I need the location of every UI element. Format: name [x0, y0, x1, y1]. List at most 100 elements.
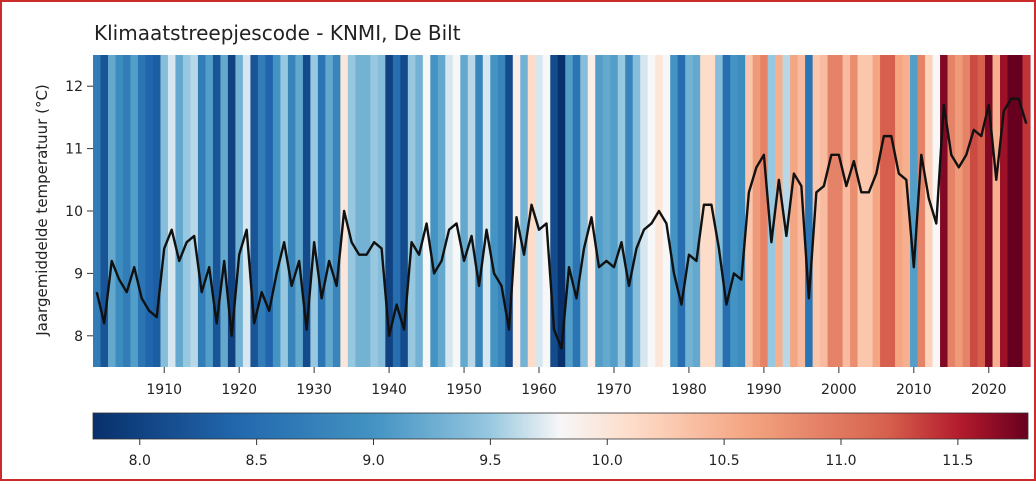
- stripe-1912: [175, 55, 184, 367]
- stripe-1973: [632, 55, 641, 367]
- x-axis: 1910 1920 1930 1940 1950 1960 1970 1980 1990 2000…: [146, 367, 1007, 398]
- y-tick-label: 11: [65, 142, 83, 158]
- stripe-1907: [137, 55, 147, 367]
- stripe-1956: [505, 55, 514, 367]
- stripe-1904: [115, 55, 124, 367]
- stripe-1975: [647, 55, 656, 367]
- colorbar-tick-label: 9.5: [479, 453, 501, 469]
- stripe-1996: [805, 55, 814, 367]
- colorbar-ticks: 8.0 8.5 9.0 9.5 10.0 10.5 11.0 11.5: [129, 439, 973, 469]
- stripe-1919: [227, 55, 237, 367]
- stripe-1946: [430, 55, 439, 367]
- stripe-1928: [295, 55, 304, 367]
- stripe-1988: [745, 55, 754, 367]
- colorbar-tick-label: 10.0: [592, 453, 623, 469]
- stripe-2021: [992, 55, 1001, 367]
- stripe-1962: [550, 55, 559, 367]
- y-tick-label: 9: [74, 266, 83, 282]
- stripe-1940: [385, 55, 394, 367]
- stripe-1966: [580, 55, 589, 367]
- stripe-1903: [107, 55, 117, 367]
- stripe-1923: [257, 55, 267, 367]
- y-axis-label: Jaargemiddelde temperatuur (°C): [33, 84, 51, 337]
- stripe-1918: [220, 55, 229, 367]
- stripe-1974: [640, 55, 649, 367]
- stripe-1943: [407, 55, 416, 367]
- stripe-1932: [325, 55, 334, 367]
- stripe-1980: [685, 55, 694, 367]
- stripe-1910: [160, 55, 169, 367]
- x-tick-label: 1950: [446, 382, 482, 398]
- stripe-2023: [1007, 55, 1016, 367]
- stripe-2009: [902, 55, 911, 367]
- stripe-1945: [422, 55, 431, 367]
- stripe-1936: [355, 55, 364, 367]
- stripe-2025: [1022, 55, 1031, 367]
- x-tick-label: 1910: [146, 382, 182, 398]
- x-tick-label: 1940: [371, 382, 407, 398]
- stripe-2005: [872, 55, 881, 367]
- stripe-1941: [392, 55, 401, 367]
- colorbar-tick-label: 8.5: [245, 453, 267, 469]
- stripe-2020: [985, 55, 994, 367]
- colorbar-tick-label: 11.5: [942, 453, 973, 469]
- stripe-1914: [190, 55, 199, 367]
- stripe-1925: [272, 55, 281, 367]
- stripe-1992: [775, 55, 784, 367]
- stripe-1926: [280, 55, 289, 367]
- x-tick-label: 2020: [971, 382, 1007, 398]
- stripe-1905: [122, 55, 132, 367]
- stripe-2003: [857, 55, 866, 367]
- stripe-2019: [977, 55, 986, 367]
- stripe-1970: [610, 55, 619, 367]
- stripe-1908: [145, 55, 154, 367]
- stripe-1901: [93, 55, 102, 367]
- stripe-1998: [820, 55, 829, 367]
- stripe-1994: [790, 55, 799, 367]
- stripe-2004: [865, 55, 874, 367]
- stripe-1915: [197, 55, 207, 367]
- colorbar-tick-label: 10.5: [709, 453, 740, 469]
- stripe-2014: [940, 55, 949, 367]
- stripe-1944: [415, 55, 424, 367]
- stripe-2016: [955, 55, 964, 367]
- stripe-2011: [917, 55, 926, 367]
- colorbar-tick-label: 8.0: [129, 453, 151, 469]
- stripe-1911: [167, 55, 177, 367]
- temperature-line: [95, 97, 1028, 350]
- chart-title: Klimaatstreepjescode - KNMI, De Bilt: [94, 21, 461, 45]
- stripe-1960: [535, 55, 544, 367]
- stripe-1951: [467, 55, 476, 367]
- stripe-1958: [520, 55, 529, 367]
- stripe-2001: [842, 55, 851, 367]
- y-tick-label: 12: [65, 79, 83, 95]
- stripe-1972: [625, 55, 634, 367]
- x-tick-label: 2010: [896, 382, 932, 398]
- stripe-2007: [887, 55, 896, 367]
- y-axis: 8 9 10 11 12: [65, 79, 93, 345]
- stripe-1987: [737, 55, 746, 367]
- stripe-2000: [835, 55, 844, 367]
- stripe-1957: [512, 55, 521, 367]
- stripe-1981: [692, 55, 701, 367]
- stripe-1967: [587, 55, 596, 367]
- stripe-1927: [287, 55, 296, 367]
- stripe-1950: [460, 55, 469, 367]
- stripe-1985: [722, 55, 731, 367]
- stripe-1952: [475, 55, 484, 367]
- stripe-2022: [1000, 55, 1009, 367]
- stripe-1953: [482, 55, 491, 367]
- stripe-2008: [895, 55, 904, 367]
- stripe-2024: [1015, 55, 1024, 367]
- stripe-1991: [767, 55, 776, 367]
- stripe-1949: [452, 55, 461, 367]
- colorbar-tick-label: 9.0: [362, 453, 384, 469]
- stripe-1968: [595, 55, 604, 367]
- stripe-1921: [242, 55, 252, 367]
- stripe-1924: [265, 55, 274, 367]
- stripe-2002: [850, 55, 859, 367]
- x-tick-label: 1970: [596, 382, 632, 398]
- stripe-1913: [182, 55, 192, 367]
- stripe-1977: [662, 55, 671, 367]
- stripe-1931: [317, 55, 326, 367]
